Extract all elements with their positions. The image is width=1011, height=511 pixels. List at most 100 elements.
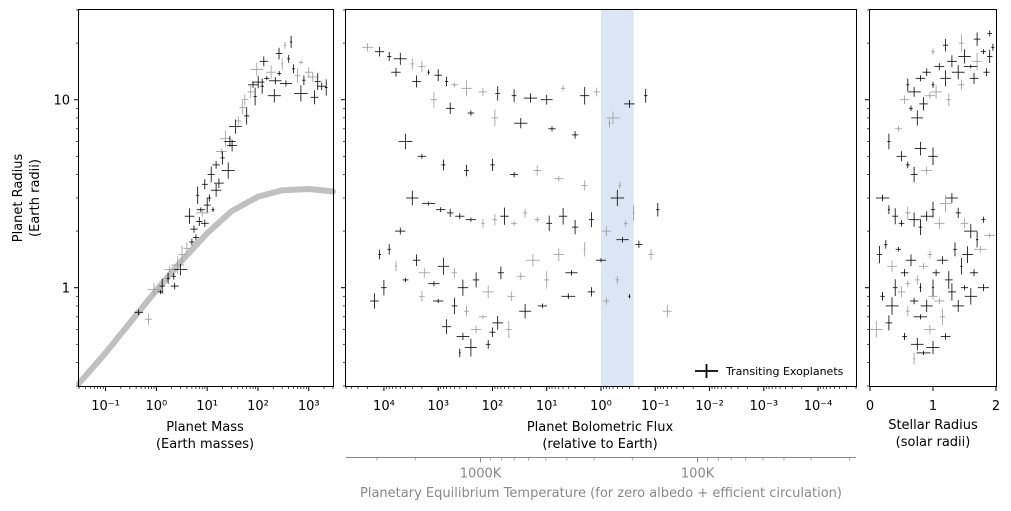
x-tick-label: 10¹: [536, 399, 558, 414]
data-point: [481, 219, 485, 228]
data-point: [489, 327, 496, 337]
data-point: [934, 298, 945, 304]
data-point: [391, 67, 401, 77]
data-point: [537, 303, 547, 309]
y-axis-ticks: 1 10: [53, 9, 79, 387]
data-point: [299, 60, 303, 65]
data-point: [914, 141, 927, 156]
data-point: [244, 107, 250, 125]
data-point: [656, 202, 660, 217]
data-point: [980, 49, 986, 55]
data-point: [964, 224, 978, 239]
data-point: [911, 338, 924, 351]
data-point: [207, 194, 212, 202]
x-tick-label: 0: [866, 399, 874, 414]
data-point: [478, 314, 487, 319]
legend: Transiting Exoplanets: [695, 364, 844, 378]
data-point: [940, 70, 951, 87]
data-point: [500, 207, 509, 225]
data-point: [324, 79, 328, 96]
data-point: [192, 234, 199, 241]
data-point: [220, 151, 225, 165]
scatter-points-layer: [869, 30, 996, 365]
data-point: [628, 294, 631, 299]
data-point: [876, 194, 890, 202]
data-point: [960, 285, 969, 291]
data-point: [134, 309, 144, 316]
data-point: [916, 350, 931, 355]
data-point: [572, 131, 579, 139]
data-point: [370, 293, 379, 309]
data-point: [905, 161, 910, 169]
data-point: [943, 39, 949, 52]
data-point: [559, 208, 568, 225]
data-point: [908, 212, 920, 227]
data-point: [412, 254, 421, 267]
temperature-axis: 1000K 100K Planetary Equilibrium Temperat…: [346, 457, 856, 501]
data-point: [166, 273, 170, 284]
x-axis-units-stellar: (solar radii): [896, 435, 971, 450]
data-point: [417, 153, 427, 159]
data-point: [959, 34, 964, 52]
data-point: [937, 256, 948, 265]
x-axis-title-mass: Planet Mass: [166, 420, 244, 435]
data-point: [932, 269, 940, 276]
data-point: [482, 285, 494, 298]
data-point: [603, 297, 610, 305]
data-point: [991, 43, 995, 51]
data-point: [248, 81, 258, 88]
data-point: [909, 105, 913, 112]
data-point: [428, 281, 440, 287]
data-point: [623, 220, 628, 227]
data-point: [492, 214, 498, 226]
data-point: [212, 161, 220, 169]
data-point: [924, 92, 936, 99]
data-point: [387, 52, 392, 61]
data-point: [207, 166, 215, 183]
data-point: [931, 279, 935, 296]
data-point: [239, 100, 246, 115]
data-point: [905, 305, 910, 317]
data-point: [616, 237, 629, 243]
data-point: [451, 268, 458, 278]
data-point: [618, 182, 622, 189]
data-point: [913, 314, 927, 320]
x-tick-label: 10⁻¹: [641, 399, 670, 414]
data-point: [947, 283, 956, 301]
data-point: [884, 240, 888, 249]
data-point: [235, 116, 242, 126]
data-point: [588, 212, 594, 228]
data-point: [905, 254, 916, 266]
data-point: [931, 81, 935, 88]
data-point: [510, 220, 518, 226]
data-point: [615, 275, 620, 284]
data-point: [981, 216, 986, 223]
data-point: [292, 64, 295, 74]
data-point: [393, 52, 407, 65]
data-point: [478, 88, 488, 96]
data-point: [157, 289, 164, 294]
y-axis-title: Planet Radius: [11, 154, 26, 243]
data-point: [362, 43, 373, 52]
data-point: [548, 126, 556, 132]
data-point: [464, 305, 470, 317]
data-point: [896, 151, 907, 162]
data-point: [196, 217, 203, 226]
data-point: [203, 197, 211, 213]
data-point: [975, 231, 979, 248]
data-point: [918, 263, 929, 270]
data-point: [953, 242, 957, 257]
data-point: [572, 219, 579, 235]
x-tick-label: 2: [992, 399, 1000, 414]
data-point: [277, 71, 282, 76]
data-point: [442, 319, 452, 335]
data-point: [601, 226, 611, 237]
temperature-axis-ticks: 1000K 100K: [376, 457, 850, 482]
data-point: [887, 133, 891, 150]
data-point: [962, 246, 973, 263]
data-point: [927, 250, 933, 259]
data-point: [455, 213, 465, 220]
data-point: [898, 220, 905, 227]
data-point: [907, 87, 921, 97]
